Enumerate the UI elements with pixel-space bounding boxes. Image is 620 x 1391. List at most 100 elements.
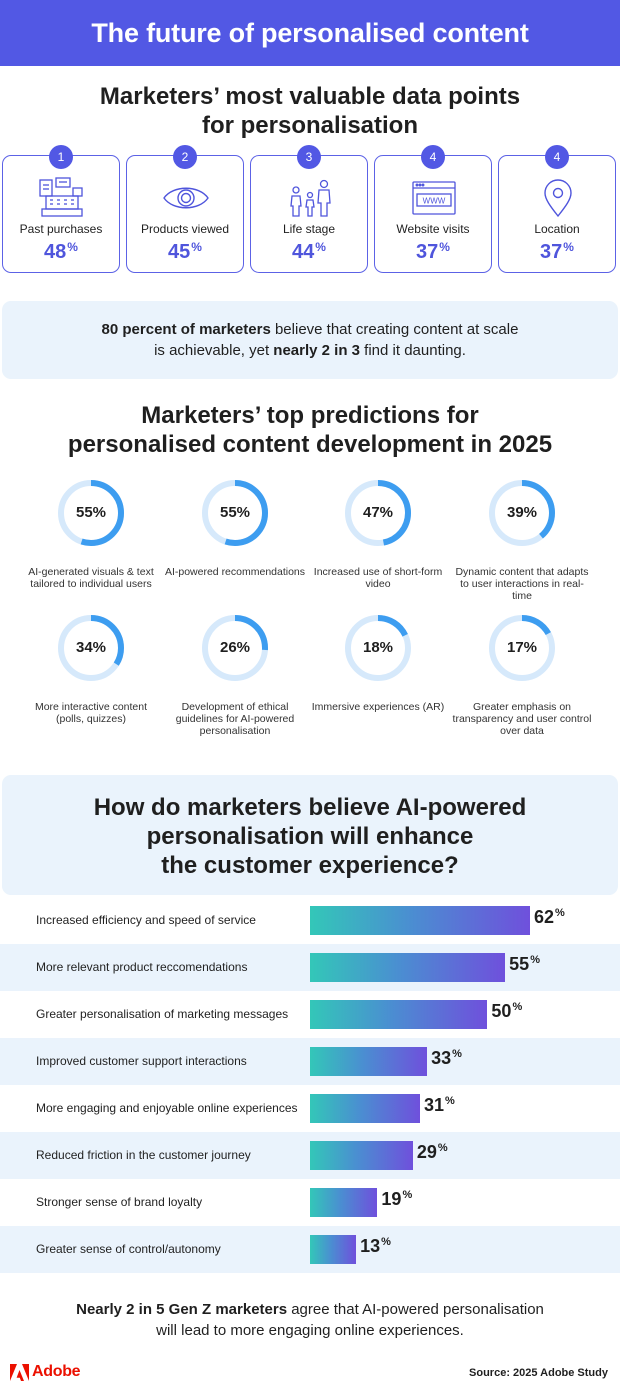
donut-value: 47% bbox=[362, 504, 394, 521]
rank-badge: 4 bbox=[545, 145, 569, 169]
data-point-value: 45% bbox=[168, 240, 202, 263]
bar-value-label: 19% bbox=[381, 1189, 413, 1209]
donut-label: Development of ethical guidelines for AI… bbox=[175, 701, 295, 738]
bar-value-label: 62% bbox=[534, 907, 565, 927]
prediction-donut: 55% AI-generated visuals & text tailored … bbox=[20, 470, 162, 600]
bar-value-label: 33% bbox=[431, 1048, 462, 1068]
map-pin-icon bbox=[544, 179, 572, 218]
bar-category-label: Greater sense of control/autonomy bbox=[36, 1242, 221, 1256]
data-point-label: Life stage bbox=[282, 222, 336, 236]
cash-register-icon bbox=[39, 177, 83, 217]
donut-label: AI-generated visuals & text tailored to … bbox=[28, 566, 154, 591]
bar-value-label: 13% bbox=[360, 1236, 391, 1256]
bar-category-label: More relevant product reccomendations bbox=[36, 960, 248, 974]
prediction-donut: 17% Greater emphasis on transparency and … bbox=[451, 605, 593, 738]
donut-arc bbox=[489, 480, 555, 546]
question-title: How do marketers believe AI-powered pers… bbox=[0, 794, 620, 880]
donut-ring bbox=[202, 480, 268, 546]
bar bbox=[310, 1188, 378, 1217]
rank-badge: 4 bbox=[421, 145, 445, 169]
page-title: The future of personalised content bbox=[91, 17, 529, 48]
donut-label: Immersive experiences (AR) bbox=[311, 701, 445, 713]
donut-ring bbox=[345, 615, 411, 681]
bar bbox=[310, 906, 530, 935]
prediction-donut: 26% Development of ethical guidelines for… bbox=[164, 605, 306, 738]
bar-category-label: Greater personalisation of marketing mes… bbox=[36, 1007, 289, 1021]
bar-category-label: More engaging and enjoyable online exper… bbox=[36, 1101, 298, 1115]
enhancement-bar-chart: Increased efficiency and speed of servic… bbox=[0, 897, 620, 1273]
callout-text: believe that creating content at scale bbox=[270, 321, 519, 338]
donut-ring bbox=[345, 480, 411, 546]
question-panel bbox=[2, 775, 618, 895]
data-point-card: 3 Life stage 44% bbox=[250, 145, 368, 273]
data-point-cards: 1 Past purchases 48% 2 bbox=[2, 145, 618, 275]
content-scale-callout: 80 percent of marketers believe that cre… bbox=[2, 301, 618, 379]
donut-value: 39% bbox=[506, 504, 538, 521]
gen-z-stat: Nearly 2 in 5 Gen Z marketers agree that… bbox=[0, 1299, 620, 1341]
footer-text: will lead to more engaging online experi… bbox=[156, 1322, 464, 1339]
browser-www-icon: WWW bbox=[412, 181, 456, 215]
bar-row: Stronger sense of brand loyalty 19% bbox=[0, 1179, 620, 1226]
data-point-label: Location bbox=[534, 222, 580, 236]
donut-value: 55% bbox=[219, 504, 251, 521]
bar bbox=[310, 1047, 428, 1076]
bar-category-label: Increased efficiency and speed of servic… bbox=[36, 913, 256, 927]
callout-bold: 80 percent of marketers bbox=[101, 321, 271, 338]
donut-label: More interactive content (polls, quizzes… bbox=[34, 701, 148, 726]
donut-value: 18% bbox=[362, 639, 394, 656]
source-note: Source: 2025 Adobe Study bbox=[469, 1367, 608, 1379]
bar bbox=[310, 953, 506, 982]
donut-arc bbox=[202, 480, 268, 546]
data-point-label: Products viewed bbox=[140, 222, 230, 236]
svg-text:WWW: WWW bbox=[423, 197, 446, 206]
donut-arc bbox=[202, 615, 268, 681]
footer-text: agree that AI-powered personalisation bbox=[287, 1301, 544, 1318]
bar-value-label: 50% bbox=[491, 1001, 523, 1021]
prediction-donut: 47% Increased use of short-form video bbox=[307, 470, 449, 600]
donut-label: Increased use of short-form video bbox=[313, 566, 443, 591]
bar-row: More engaging and enjoyable online exper… bbox=[0, 1085, 620, 1132]
rank-badge: 3 bbox=[297, 145, 321, 169]
donut-ring bbox=[58, 615, 124, 681]
callout-text: find it daunting. bbox=[360, 342, 466, 359]
data-point-value: 37% bbox=[540, 240, 574, 263]
donut-arc bbox=[489, 615, 555, 681]
brand-name: Adobe bbox=[32, 1363, 81, 1380]
bar-row: More relevant product reccomendations 55% bbox=[0, 944, 620, 991]
donut-ring bbox=[58, 480, 124, 546]
data-point-card: 2 Products viewed 45% bbox=[126, 145, 244, 273]
data-point-card: 4 Location 37% bbox=[498, 145, 616, 273]
bar-value-label: 31% bbox=[424, 1095, 455, 1115]
donut-label: Greater emphasis on transparency and use… bbox=[452, 701, 592, 738]
question-title-line1: How do marketers believe AI-powered bbox=[93, 794, 527, 821]
bar-value-label: 55% bbox=[509, 954, 540, 974]
data-point-value: 37% bbox=[416, 240, 450, 263]
predictions-title-line1: Marketers’ top predictions for bbox=[141, 402, 479, 429]
callout-text: is achievable, yet bbox=[154, 342, 274, 359]
question-title-line3: the customer experience? bbox=[161, 851, 459, 879]
question-title-line2: personalisation will enhance bbox=[146, 822, 474, 850]
donut-value: 17% bbox=[506, 639, 538, 656]
data-point-label: Past purchases bbox=[19, 222, 103, 236]
rank-badge: 2 bbox=[173, 145, 197, 169]
donut-arc bbox=[345, 615, 411, 681]
donut-value: 34% bbox=[75, 639, 107, 656]
adobe-logo-icon bbox=[10, 1363, 29, 1381]
bar bbox=[310, 1094, 420, 1123]
family-icon bbox=[290, 179, 331, 217]
bar bbox=[310, 1235, 357, 1264]
footer-bold: Nearly 2 in 5 Gen Z marketers bbox=[76, 1301, 288, 1318]
bar-category-label: Reduced friction in the customer journey bbox=[36, 1148, 251, 1162]
bar-category-label: Improved customer support interactions bbox=[36, 1054, 247, 1068]
bar-category-label: Stronger sense of brand loyalty bbox=[36, 1195, 203, 1209]
callout-bold: nearly 2 in 3 bbox=[273, 342, 361, 359]
prediction-donut: 39% Dynamic content that adapts to user i… bbox=[451, 470, 593, 603]
donut-ring bbox=[489, 480, 555, 546]
donut-label: Dynamic content that adapts to user inte… bbox=[455, 566, 589, 603]
predictions-donut-grid: 55% AI-generated visuals & text tailored … bbox=[0, 470, 620, 750]
donut-ring bbox=[202, 615, 268, 681]
data-point-card: 1 Past purchases 48% bbox=[2, 145, 120, 273]
bar-row: Increased efficiency and speed of servic… bbox=[0, 897, 620, 944]
donut-ring bbox=[489, 615, 555, 681]
donut-arc bbox=[58, 615, 124, 681]
